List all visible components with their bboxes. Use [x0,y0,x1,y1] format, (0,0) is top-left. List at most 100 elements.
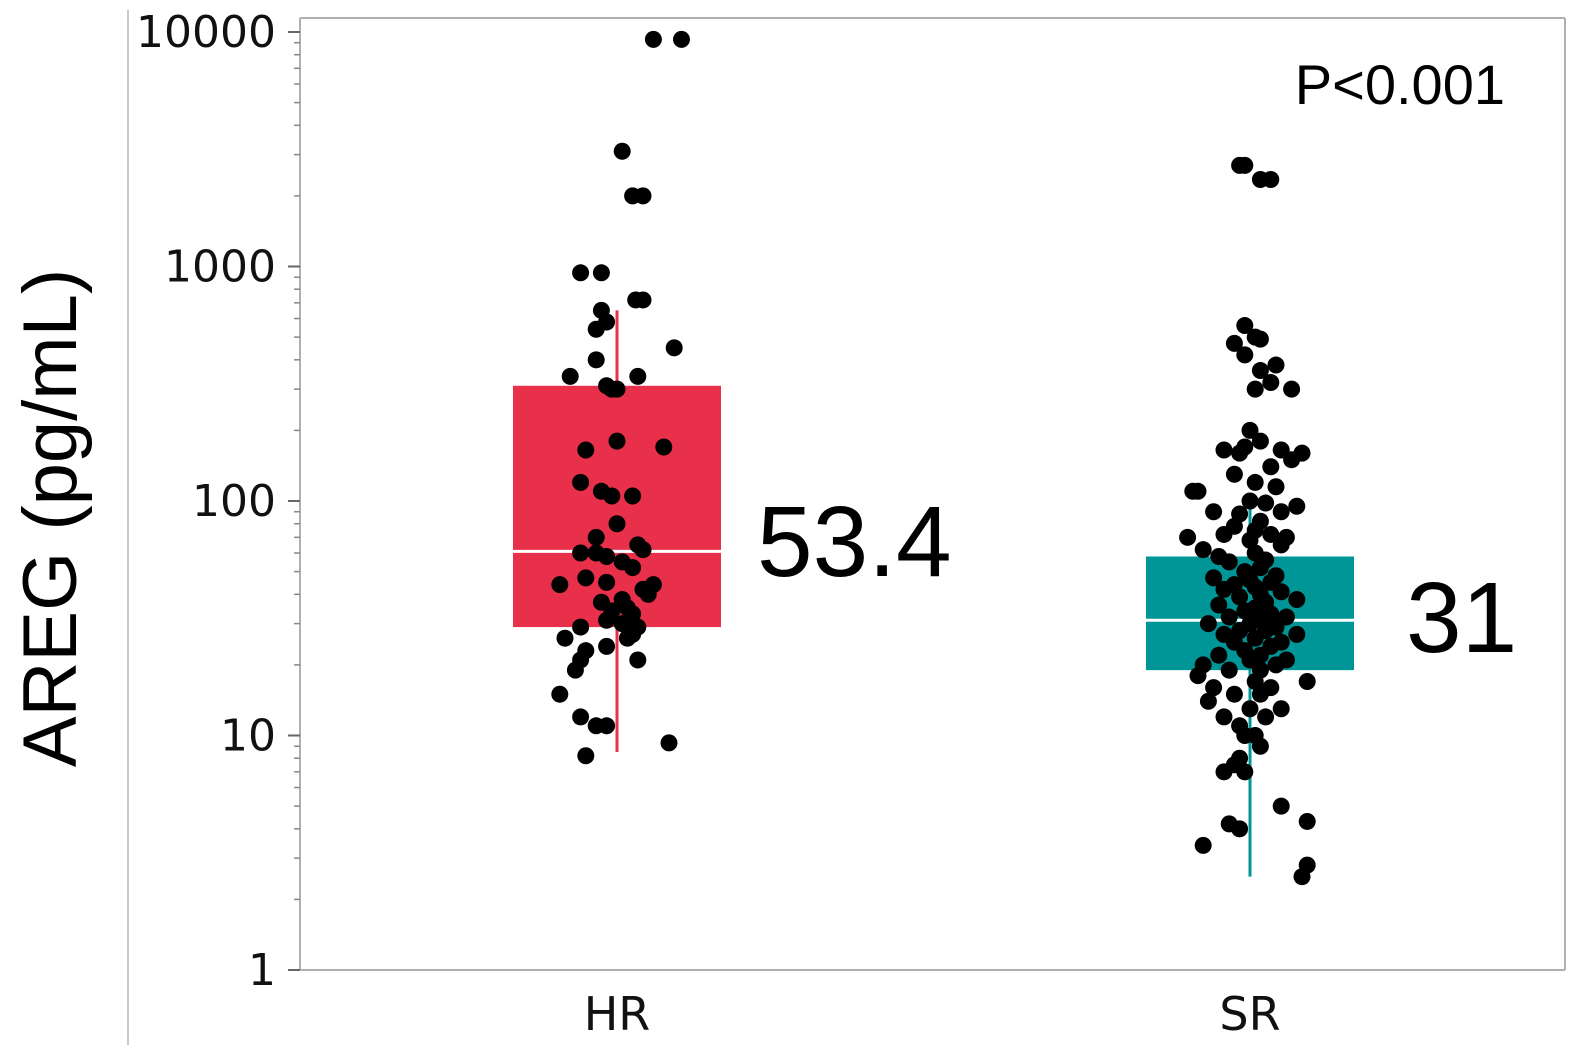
data-point [1215,763,1233,781]
data-point [598,717,616,735]
data-point [1288,591,1306,609]
data-point [556,629,574,647]
data-point [1241,531,1259,549]
data-point [1241,421,1259,439]
data-point [624,487,642,505]
data-point [1251,362,1269,380]
data-point [1220,661,1238,679]
data-point [613,615,631,633]
data-points [551,30,1316,886]
data-point [1236,763,1254,781]
data-point [1262,374,1280,392]
data-point [1272,583,1290,601]
data-point [1189,667,1207,685]
data-point [561,367,579,385]
data-point [1205,569,1223,587]
data-point [1236,317,1254,335]
data-point [1288,497,1306,515]
data-point [1220,608,1238,626]
data-point [587,320,605,338]
data-point [1231,444,1249,462]
data-point [1283,380,1301,398]
data-point [1251,432,1269,450]
data-point [1225,465,1243,483]
data-point [1262,458,1280,476]
plot-frame [127,10,1566,1045]
data-point [1215,708,1233,726]
data-point [1251,330,1269,348]
data-point [655,438,673,456]
data-point [644,30,662,48]
data-point [1288,625,1306,643]
data-point [1215,525,1233,543]
data-point [1241,700,1259,718]
data-point [566,661,584,679]
p-value-annotation: P<0.001 [1295,53,1505,116]
data-point [1272,797,1290,815]
data-point [1215,441,1233,459]
data-point [1246,380,1264,398]
data-point [1251,685,1269,703]
data-point [577,747,595,765]
data-point [1225,334,1243,352]
data-point [598,611,616,629]
data-point [608,515,626,533]
data-point [634,541,652,559]
data-point [587,351,605,369]
data-point [639,585,657,603]
data-point [1231,820,1249,838]
data-point [1194,541,1212,559]
data-point [1210,596,1228,614]
data-point [608,432,626,450]
data-point [598,573,616,591]
data-point [629,651,647,669]
data-point [577,441,595,459]
data-point [1225,685,1243,703]
labels: 53.4 31 HR SR P<0.001 [584,53,1518,1041]
hr-median-label: 53.4 [757,486,952,598]
data-point [629,367,647,385]
y-tick-label: 100 [192,476,276,527]
data-point [1257,708,1275,726]
data-point [1210,646,1228,664]
data-point [1246,672,1264,690]
data-point [577,569,595,587]
y-axis-title: AREG (pg/mL) [8,269,93,767]
data-point [1293,868,1311,886]
data-point [551,685,569,703]
data-point [1236,346,1254,364]
y-tick-label: 10 [220,711,276,762]
data-point [1179,528,1197,546]
x-tick-label: HR [584,987,651,1041]
data-point [551,576,569,594]
data-point [613,142,631,160]
data-point [1267,478,1285,496]
data-point [1272,700,1290,718]
y-tick-label: 1000 [164,242,276,293]
data-point [598,547,616,565]
data-point [1189,482,1207,500]
y-tick-label: 1 [248,945,276,996]
data-point [627,291,645,309]
data-point [1246,629,1264,647]
data-point [1199,615,1217,633]
data-point [665,339,683,357]
data-point [1241,492,1259,510]
data-point [1272,536,1290,554]
data-point [1251,737,1269,755]
data-point [1246,473,1264,491]
data-point [1272,503,1290,521]
hr-box [513,385,721,628]
data-point [1231,588,1249,606]
data-point [572,708,590,726]
data-point [1262,170,1280,188]
data-point [660,734,678,752]
data-point [1251,559,1269,577]
data-point [1267,356,1285,374]
data-point [1298,812,1316,830]
data-point [1298,672,1316,690]
data-point [1205,503,1223,521]
data-point [1215,580,1233,598]
data-point [572,264,590,282]
